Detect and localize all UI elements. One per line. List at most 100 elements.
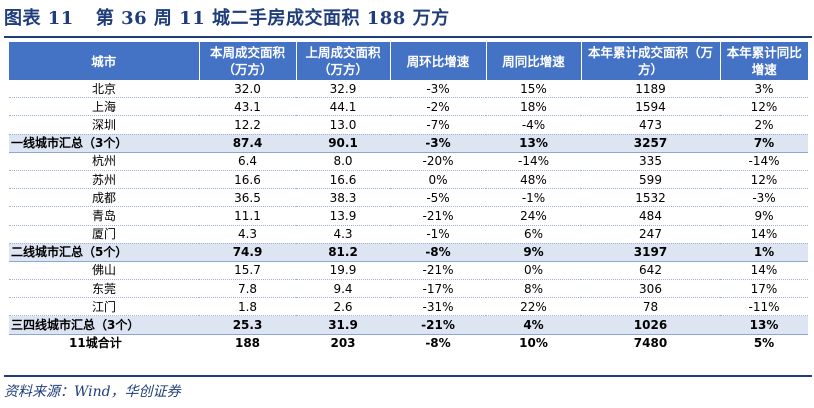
header-wow: 周环比增速 (390, 42, 487, 80)
cell-yoy: 13% (486, 134, 581, 153)
header-yoy: 周同比增速 (486, 42, 582, 80)
cell-this-week: 16.6 (199, 170, 296, 190)
cell-ytd: 1594 (581, 97, 720, 117)
cell-ytd-yoy: 13% (720, 315, 808, 335)
cell-ytd-yoy: -3% (720, 188, 808, 208)
cell-ytd: 1026 (581, 315, 720, 335)
cell-city: 苏州 (9, 170, 199, 190)
cell-this-week: 74.9 (199, 243, 296, 262)
cell-wow: -3% (390, 80, 486, 99)
cell-this-week: 11.1 (199, 206, 296, 226)
cell-this-week: 12.2 (199, 115, 296, 135)
cell-ytd-yoy: -14% (720, 152, 808, 171)
cell-wow: -5% (390, 188, 486, 208)
cell-ytd: 335 (581, 152, 720, 171)
transaction-table: 城市 本周成交面积（万方） 上周成交面积（万方） 周环比增速 周同比增速 本年累… (9, 42, 808, 352)
cell-yoy: 18% (486, 97, 581, 117)
figure-title: 图表 11 第 36 周 11 城二手房成交面积 188 万方 (4, 4, 450, 30)
cell-yoy: 8% (486, 279, 581, 299)
cell-ytd: 3197 (581, 243, 720, 262)
cell-city: 11城合计 (69, 336, 122, 351)
header-city: 城市 (9, 42, 200, 80)
table-row: 杭州 6.4 8.0 -20% -14% 335 -14% (9, 152, 808, 171)
cell-last-week: 203 (330, 336, 356, 351)
cell-ytd-yoy: 12% (720, 170, 808, 190)
cell-this-week: 15.7 (199, 261, 296, 281)
cell-last-week: 90.1 (296, 134, 390, 153)
cell-city: 东莞 (9, 279, 199, 299)
cell-last-week: 8.0 (296, 152, 390, 171)
cell-city: 江门 (9, 297, 199, 317)
cell-city: 二线城市汇总（5个） (9, 243, 199, 262)
cell-ytd: 1532 (581, 188, 720, 208)
cell-last-week: 13.9 (296, 206, 390, 226)
cell-wow: -1% (390, 225, 486, 244)
cell-yoy: 22% (486, 297, 581, 317)
cell-city: 青岛 (9, 206, 199, 226)
cell-city: 厦门 (9, 225, 199, 244)
table-body: 北京 32.0 32.9 -3% 15% 1189 3% 上海 43.1 44.1 -2% 18% 15… (9, 80, 808, 352)
cell-ytd-yoy: 1% (720, 243, 808, 262)
cell-last-week: 44.1 (296, 97, 390, 117)
subtotal-row: 三四线城市汇总（3个） 25.3 31.9 -21% 4% 1026 13% (9, 315, 808, 335)
cell-city: 杭州 (9, 152, 199, 171)
cell-last-week: 9.4 (296, 279, 390, 299)
cell-yoy: 48% (486, 170, 581, 190)
cell-ytd: 306 (581, 279, 720, 299)
table-row: 深圳 12.2 13.0 -7% -4% 473 2% (9, 115, 808, 135)
table-row: 北京 32.0 32.9 -3% 15% 1189 3% (9, 80, 808, 99)
cell-wow: -8% (425, 336, 451, 351)
cell-ytd: 247 (581, 225, 720, 244)
table-row: 东莞 7.8 9.4 -17% 8% 306 17% (9, 279, 808, 299)
cell-wow: -7% (390, 115, 486, 135)
header-ytd-yoy: 本年累计同比增速 (720, 42, 808, 80)
cell-this-week: 25.3 (199, 315, 296, 335)
cell-yoy: -14% (486, 152, 581, 171)
cell-wow: -2% (390, 97, 486, 117)
cell-ytd-yoy: 3% (720, 80, 808, 99)
subtotal-row: 二线城市汇总（5个） 74.9 81.2 -8% 9% 3197 1% (9, 243, 808, 262)
cell-yoy: 9% (486, 243, 581, 262)
cell-city: 深圳 (9, 115, 199, 135)
cell-ytd: 484 (581, 206, 720, 226)
top-rule (4, 36, 812, 38)
header-ytd: 本年累计成交面积（万方） (581, 42, 721, 80)
cell-wow: -31% (390, 297, 486, 317)
cell-city: 一线城市汇总（3个） (9, 134, 199, 153)
cell-last-week: 13.0 (296, 115, 390, 135)
cell-city: 北京 (9, 80, 199, 99)
cell-ytd: 473 (581, 115, 720, 135)
cell-this-week: 4.3 (199, 225, 296, 244)
cell-yoy: 15% (486, 80, 581, 99)
header-this-week: 本周成交面积（万方） (199, 42, 297, 80)
cell-city: 三四线城市汇总（3个） (9, 315, 199, 335)
cell-this-week: 36.5 (199, 188, 296, 208)
cell-yoy: 4% (486, 315, 581, 335)
table-row: 成都 36.5 38.3 -5% -1% 1532 -3% (9, 188, 808, 208)
table-row: 厦门 4.3 4.3 -1% 6% 247 14% (9, 225, 808, 244)
cell-last-week: 4.3 (296, 225, 390, 244)
cell-ytd: 1189 (581, 80, 720, 99)
cell-wow: -17% (390, 279, 486, 299)
cell-last-week: 38.3 (296, 188, 390, 208)
cell-this-week: 6.4 (199, 152, 296, 171)
cell-ytd-yoy: 14% (720, 261, 808, 281)
cell-yoy: 0% (486, 261, 581, 281)
header-last-week: 上周成交面积（万方） (296, 42, 391, 80)
figure-label: 图表 11 (4, 8, 74, 29)
table-row: 上海 43.1 44.1 -2% 18% 1594 12% (9, 97, 808, 117)
cell-ytd-yoy: 9% (720, 206, 808, 226)
cell-yoy: -1% (486, 188, 581, 208)
cell-last-week: 32.9 (296, 80, 390, 99)
cell-this-week: 7.8 (199, 279, 296, 299)
cell-this-week: 43.1 (199, 97, 296, 117)
cell-ytd: 78 (581, 297, 720, 317)
table-row: 江门 1.8 2.6 -31% 22% 78 -11% (9, 297, 808, 317)
header-row: 城市 本周成交面积（万方） 上周成交面积（万方） 周环比增速 周同比增速 本年累… (9, 42, 808, 80)
cell-ytd: 7480 (633, 336, 668, 351)
cell-wow: -3% (390, 134, 486, 153)
total-row: 11城合计 188 203 -8% 10% 7480 5% (9, 334, 808, 352)
table-row: 佛山 15.7 19.9 -21% 0% 642 14% (9, 261, 808, 281)
cell-this-week: 32.0 (199, 80, 296, 99)
cell-this-week: 188 (234, 336, 261, 351)
